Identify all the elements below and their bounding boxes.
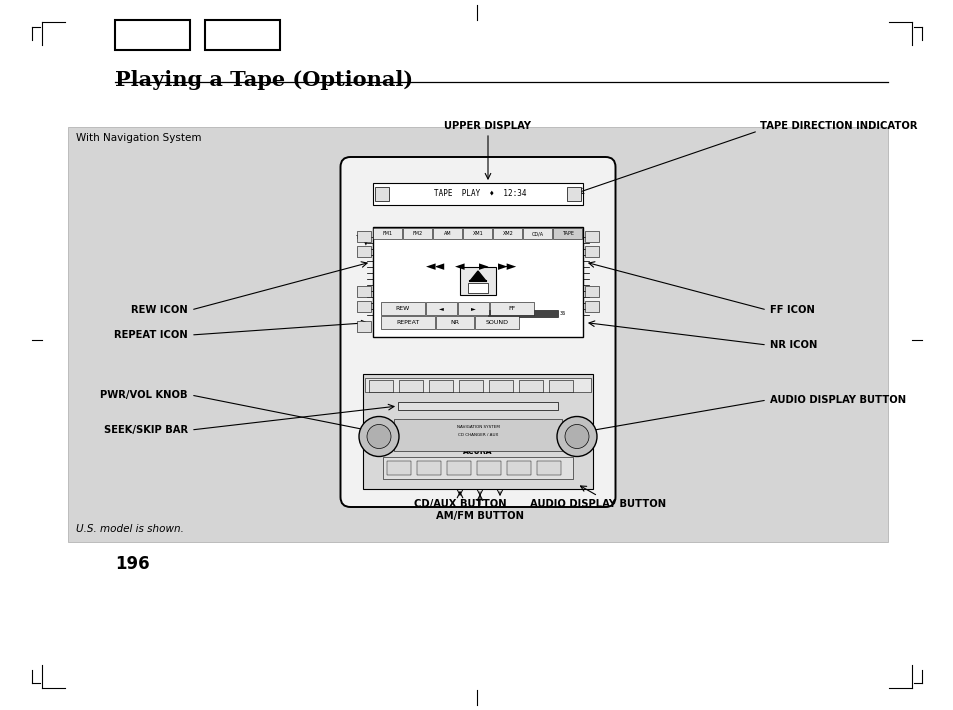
Text: U.S. model is shown.: U.S. model is shown. bbox=[76, 524, 184, 534]
Text: SOUND: SOUND bbox=[485, 320, 508, 325]
Bar bbox=[457, 302, 489, 315]
Text: FM1: FM1 bbox=[382, 231, 393, 236]
Bar bbox=[373, 183, 582, 205]
Text: 36: 36 bbox=[559, 311, 566, 316]
Bar bbox=[458, 380, 482, 392]
Text: TAPE: TAPE bbox=[561, 231, 574, 236]
Bar bbox=[553, 228, 582, 239]
Text: REW: REW bbox=[395, 306, 410, 311]
Bar bbox=[387, 461, 411, 475]
Circle shape bbox=[367, 425, 391, 449]
Circle shape bbox=[564, 425, 588, 449]
Text: FM2: FM2 bbox=[413, 231, 422, 236]
Text: ►►: ►► bbox=[497, 261, 517, 273]
Bar bbox=[584, 286, 598, 297]
Text: XM1: XM1 bbox=[472, 231, 483, 236]
Bar bbox=[363, 374, 593, 489]
Text: 196: 196 bbox=[115, 555, 150, 573]
Bar bbox=[433, 228, 462, 239]
Text: ◄◄: ◄◄ bbox=[426, 261, 445, 273]
Bar bbox=[584, 231, 598, 242]
Text: SEEK/SKIP BAR: SEEK/SKIP BAR bbox=[104, 425, 188, 435]
Bar bbox=[493, 228, 522, 239]
Text: ACURA: ACURA bbox=[463, 447, 493, 457]
Bar bbox=[488, 310, 558, 317]
Text: CD CHANGER / AUX: CD CHANGER / AUX bbox=[457, 433, 497, 437]
Text: NAVIGATION SYSTEM: NAVIGATION SYSTEM bbox=[456, 425, 499, 429]
Bar bbox=[356, 231, 371, 242]
Bar bbox=[463, 228, 492, 239]
Bar bbox=[398, 380, 422, 392]
Text: TEMP
▼: TEMP ▼ bbox=[355, 235, 368, 246]
Bar bbox=[394, 419, 561, 451]
Text: ◄: ◄ bbox=[438, 306, 443, 311]
Bar bbox=[459, 267, 496, 295]
Circle shape bbox=[358, 417, 398, 457]
Bar bbox=[523, 228, 552, 239]
Text: FF ICON: FF ICON bbox=[769, 305, 814, 315]
Bar bbox=[475, 316, 518, 329]
Bar bbox=[365, 378, 590, 392]
Bar bbox=[584, 301, 598, 312]
Text: TAPE  PLAY  ♦  12:34: TAPE PLAY ♦ 12:34 bbox=[434, 190, 526, 199]
Text: REPEAT ICON: REPEAT ICON bbox=[114, 330, 188, 340]
Circle shape bbox=[557, 417, 597, 457]
Text: UPPER DISPLAY: UPPER DISPLAY bbox=[444, 121, 531, 131]
Bar bbox=[356, 286, 371, 297]
Bar bbox=[373, 227, 582, 337]
Text: Playing a Tape (Optional): Playing a Tape (Optional) bbox=[115, 70, 413, 90]
Bar bbox=[356, 246, 371, 257]
Text: ◄: ◄ bbox=[455, 261, 464, 273]
Bar bbox=[426, 302, 456, 315]
Bar bbox=[429, 380, 453, 392]
Bar bbox=[356, 301, 371, 312]
Bar bbox=[403, 228, 432, 239]
Bar bbox=[416, 461, 440, 475]
Bar bbox=[518, 380, 542, 392]
Text: AUDIO DISPLAY BUTTON: AUDIO DISPLAY BUTTON bbox=[769, 395, 905, 405]
Bar bbox=[447, 461, 471, 475]
Text: With Navigation System: With Navigation System bbox=[76, 133, 201, 143]
Bar bbox=[380, 316, 435, 329]
Text: FF: FF bbox=[508, 306, 515, 311]
Bar bbox=[115, 20, 190, 50]
Bar bbox=[506, 461, 531, 475]
Bar bbox=[548, 380, 573, 392]
Bar bbox=[356, 321, 371, 332]
Text: TAPE DIRECTION INDICATOR: TAPE DIRECTION INDICATOR bbox=[760, 121, 917, 131]
Text: ►: ► bbox=[471, 306, 476, 311]
Bar bbox=[369, 380, 393, 392]
Text: REPEAT: REPEAT bbox=[395, 320, 419, 325]
Text: REW ICON: REW ICON bbox=[132, 305, 188, 315]
Bar bbox=[374, 228, 402, 239]
Text: CD/AUX BUTTON: CD/AUX BUTTON bbox=[414, 499, 506, 509]
Text: ►: ► bbox=[478, 261, 488, 273]
Bar bbox=[436, 316, 474, 329]
Bar bbox=[375, 187, 389, 201]
Polygon shape bbox=[470, 271, 485, 281]
Bar bbox=[490, 302, 534, 315]
Text: PWR/VOL KNOB: PWR/VOL KNOB bbox=[100, 390, 188, 400]
Text: NR: NR bbox=[450, 320, 459, 325]
Text: NR ICON: NR ICON bbox=[769, 340, 817, 350]
Bar bbox=[68, 127, 887, 542]
Bar bbox=[566, 187, 580, 201]
Text: CD/A: CD/A bbox=[532, 231, 543, 236]
Bar bbox=[489, 380, 513, 392]
FancyBboxPatch shape bbox=[340, 157, 615, 507]
Bar bbox=[468, 283, 488, 293]
Text: AM: AM bbox=[444, 231, 452, 236]
Text: AM/FM BUTTON: AM/FM BUTTON bbox=[436, 511, 523, 521]
Bar bbox=[205, 20, 280, 50]
Text: XM2: XM2 bbox=[502, 231, 513, 236]
Bar bbox=[584, 246, 598, 257]
Text: AUDIO DISPLAY BUTTON: AUDIO DISPLAY BUTTON bbox=[529, 499, 665, 509]
Bar bbox=[537, 461, 560, 475]
Bar bbox=[476, 461, 500, 475]
Bar bbox=[382, 457, 573, 479]
Bar bbox=[397, 402, 558, 410]
Bar bbox=[380, 302, 424, 315]
